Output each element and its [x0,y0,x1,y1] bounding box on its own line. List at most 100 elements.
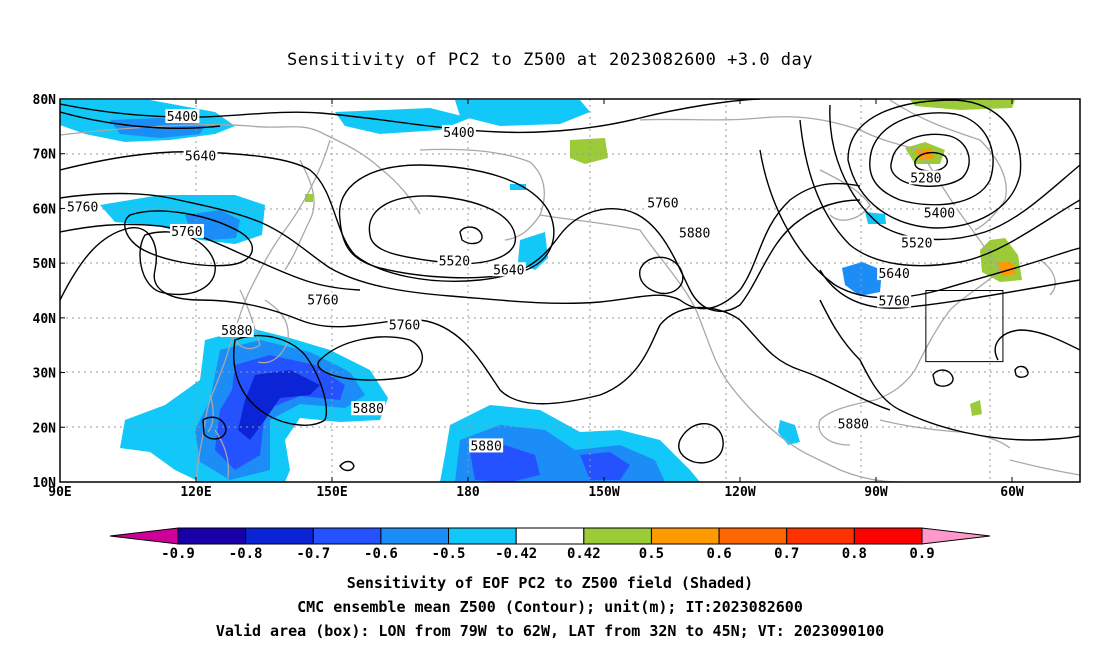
colorbar-label: 0.5 [639,546,664,562]
colorbar-bin [245,527,314,545]
contour-label: 5760 [647,197,678,212]
contour-5880-small-3 [932,369,954,387]
contour-low-ring-2 [890,133,970,187]
caption-valid-area: Valid area (box): LON from 79W to 62W, L… [215,622,885,640]
neg-shade-region [335,108,470,134]
lat-label: 30N [33,367,57,382]
coastline-alaska [419,148,641,241]
contour-label-bg [441,124,476,139]
lat-label: 60N [33,202,57,217]
colorbar-label: 0.42 [567,546,601,562]
contour-5880-small-2 [678,422,724,464]
plot-frame [59,98,1081,483]
lon-label: 60W [1000,485,1024,500]
contour-label-bg [65,199,100,214]
contour-label-bg [183,148,218,163]
colorbar-label: 0.6 [706,546,731,562]
lon-label: 120E [180,485,211,500]
colorbar-bin [786,527,855,545]
coastline-asia-east [60,124,421,215]
contour-label-bg [899,235,934,250]
colorbar-bin [583,527,652,545]
neg-shade-region [842,262,882,296]
valid-area-box [925,290,1004,363]
lon-label: 90W [864,485,888,500]
contour-label: 5760 [307,293,338,308]
contour-label-bg [877,293,912,308]
contour-5760-east [759,149,1080,299]
contour-5760-east-2 [819,269,1080,309]
pos-shade-region [305,194,313,202]
coastline-arctic-canada [639,116,921,151]
contour-label: 5760 [171,225,202,240]
contour-5880-small-4 [1014,365,1029,378]
contour-5760-west [60,182,861,310]
contour-5880-tiny [339,460,355,472]
pos-shade-region [570,138,608,164]
coastline-philippines [214,429,230,479]
pos-shade-region [980,238,1022,282]
coastline-north-america-west [639,229,841,471]
contour-label: 5880 [838,418,869,433]
contour-label: 5640 [493,263,524,278]
contour-low-ring-4 [847,99,1022,229]
colorbar: -0.9 -0.8 -0.7 -0.6 -0.5 -0.42 0.42 0.5 0.6 0.7 0.… [109,527,991,562]
contour-5880-small-1 [202,416,227,440]
colorbar-bin [650,527,720,545]
contour-label-bg [437,253,472,268]
contour-5640 [60,151,861,313]
contour-label-bg [169,223,204,238]
contour-label-bg [491,262,526,277]
lon-label: 150W [588,485,619,500]
lon-label: 90E [48,485,71,500]
map-title: Sensitivity of PC2 to Z500 at 2023082600… [286,50,813,70]
contour-label: 5760 [67,200,98,215]
contour-5880-east [819,299,1080,441]
contour-label: 5520 [901,236,932,251]
contour-label-bg [351,401,386,416]
z500-contours [60,99,1080,472]
contour-label: 5280 [910,171,941,186]
contour-label: 5400 [924,206,955,221]
colorbar-bin [448,527,517,545]
colorbar-label: -0.9 [161,546,195,562]
lat-label: 50N [33,257,57,272]
contour-5400-arc [60,111,221,129]
coastline-south-america [1009,459,1080,476]
contour-5760-loop-center [459,226,483,245]
colorbar-label: -0.42 [495,546,537,562]
contour-low-ring-3 [869,112,994,206]
contour-label-bg [469,438,504,453]
contour-label: 5640 [185,149,216,164]
lon-label: 120W [724,485,755,500]
contour-label: 5880 [679,227,710,242]
lat-label: 10N [33,476,57,491]
colorbar-label: 0.7 [774,546,799,562]
contour-label-bg [305,292,340,307]
contour-low-ring-1 [914,151,948,172]
coastline-japan [257,299,289,364]
colorbar-label: 0.8 [842,546,867,562]
contour-5880-east-2 [994,329,1080,361]
contour-label-bg [836,416,871,431]
contour-5880-west [60,227,891,411]
pos-shade-region [970,400,982,416]
colorbar-label: -0.5 [432,546,466,562]
colorbar-label: 0.9 [909,546,934,562]
caption-shading: Sensitivity of EOF PC2 to Z500 field (Sh… [346,574,754,592]
contour-label: 5760 [878,294,909,309]
colorbar-over-triangle [921,527,991,545]
neg-shade-region [455,100,590,126]
lon-label: 180 [456,485,480,500]
contour-label: 5760 [389,319,420,334]
colorbar-under-triangle [109,527,179,545]
coastline-hudson-bay [819,169,871,221]
contour-label-bg [219,322,254,337]
colorbar-bin [853,527,923,545]
coastline-asia-pacific [196,139,331,482]
contour-5640-east [799,119,1080,267]
contour-label-bg [645,195,680,210]
colorbar-bin [380,527,450,545]
colorbar-bin [718,527,788,545]
